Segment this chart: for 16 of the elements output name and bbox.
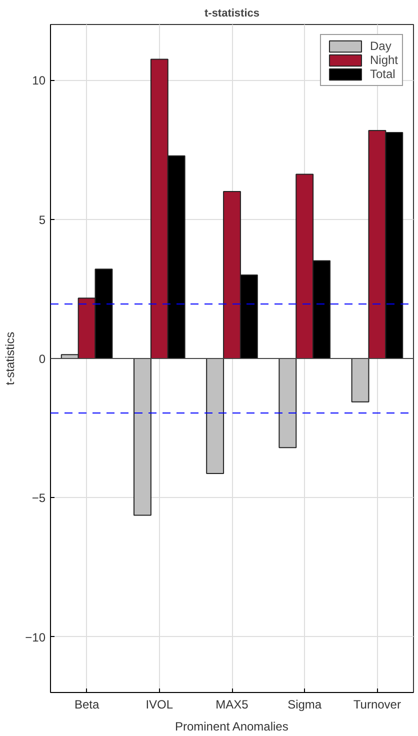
legend-label: Night	[370, 53, 398, 67]
x-tick-label: IVOL	[146, 698, 174, 712]
y-tick-label: 5	[38, 212, 46, 227]
chart-title: t-statistics	[204, 8, 260, 20]
y-axis-title: t-statistics	[3, 332, 18, 386]
x-tick-label: Beta	[74, 698, 100, 712]
legend-label: Day	[370, 39, 392, 53]
legend-label: Total	[370, 67, 396, 81]
y-tick-label: 10	[32, 74, 46, 88]
x-tick-label: Turnover	[353, 698, 401, 712]
x-axis-title: Prominent Anomalies	[174, 720, 288, 734]
y-tick-label: 0	[38, 352, 46, 366]
x-tick-label: MAX5	[216, 698, 249, 712]
y-tick-label: −5	[32, 491, 46, 506]
y-tick-label: −10	[25, 630, 46, 644]
x-tick-label: Sigma	[288, 698, 322, 712]
